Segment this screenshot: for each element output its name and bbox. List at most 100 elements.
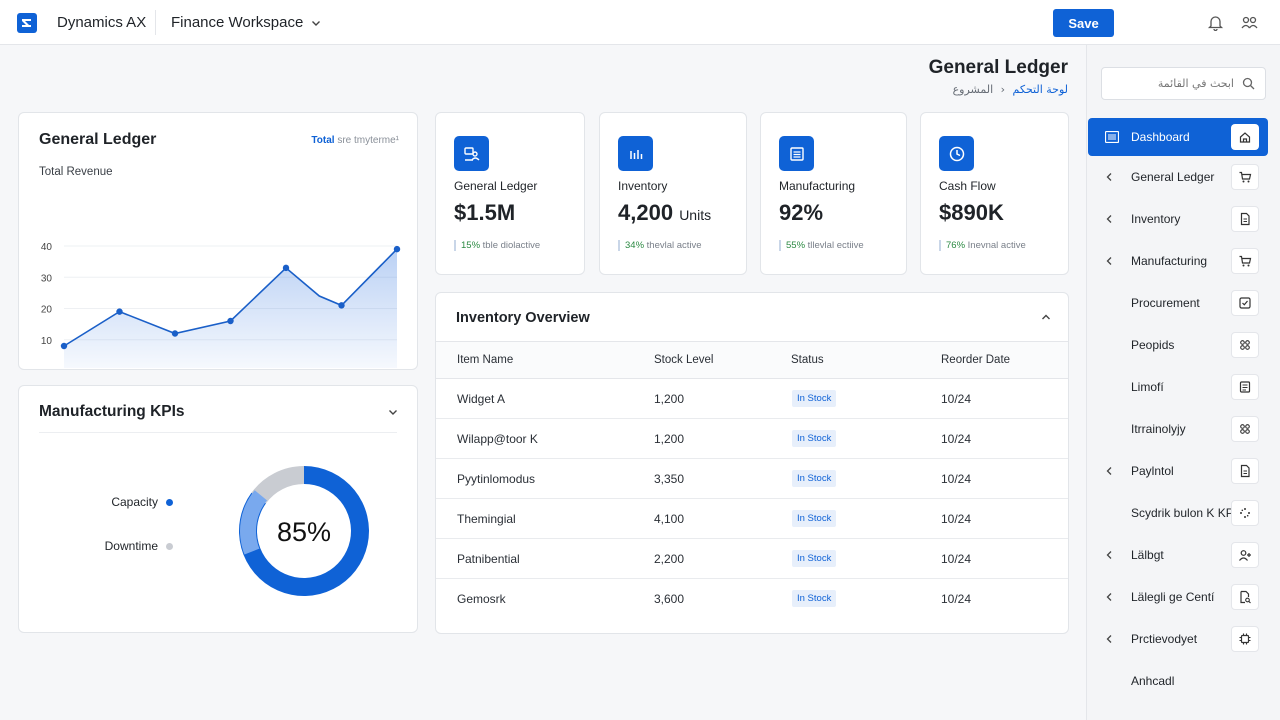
sidebar-item-manufacturing[interactable]: Manufacturing [1087, 242, 1280, 280]
sidebar-item-procurement[interactable]: Procurement [1087, 284, 1280, 322]
cart-icon [1231, 248, 1259, 274]
kpi-trend-text: tllevlal ectiive [807, 240, 864, 251]
sidebar-item-l-legli-ge-cent[interactable]: Lälegli ge Centí [1087, 578, 1280, 616]
document-icon [1231, 458, 1259, 484]
list-icon [1231, 374, 1259, 400]
chevron-up-icon[interactable] [1040, 311, 1052, 323]
kpi-trend: 34% thevlal active [618, 240, 702, 251]
sidebar-item-label: Peopids [1131, 338, 1175, 352]
sidebar-item-limof[interactable]: Limofí [1087, 368, 1280, 406]
status-badge: In Stock [792, 510, 837, 527]
column-header-status[interactable]: Status [791, 341, 941, 379]
home-icon [1231, 124, 1259, 150]
cell-stock-level: 4,100 [654, 498, 791, 539]
area-fill [64, 249, 397, 368]
data-point [116, 308, 123, 315]
search-input[interactable] [1124, 77, 1234, 90]
sidebar-item-general-ledger[interactable]: General Ledger [1087, 158, 1280, 196]
kpi-label: General Ledger [454, 179, 538, 193]
legend-item-capacity: Capacity [23, 495, 173, 509]
kpi-card-manufacturing[interactable]: Manufacturing 92% 55% tllevlal ectiive [760, 112, 907, 275]
chevron-down-icon[interactable] [387, 406, 399, 418]
chevron-left-icon[interactable] [1105, 466, 1113, 476]
cell-status: In Stock [791, 579, 941, 619]
bell-icon[interactable] [1207, 14, 1224, 31]
sidebar-item-scydrik-bulon-k-kpis[interactable]: Scydrik bulon K KPIs [1087, 494, 1280, 532]
sidebar-item-itrrainolyjy[interactable]: Itrrainolyjy [1087, 410, 1280, 448]
sidebar-item-anhcadl[interactable]: Anhcadl [1087, 662, 1280, 700]
chevron-left-icon[interactable] [1105, 592, 1113, 602]
table-row[interactable]: Themingial 4,100 In Stock 10/24 [436, 498, 1068, 539]
cell-status: In Stock [791, 418, 941, 459]
breadcrumb-current[interactable]: لوحة التحكم [1012, 83, 1068, 96]
menu-icon [1105, 131, 1119, 143]
switch-user-icon[interactable] [1241, 14, 1258, 31]
cell-status: In Stock [791, 458, 941, 499]
cell-item-name: Patnibential [436, 538, 654, 579]
kpi-trend: 15% tble diolactive [454, 240, 540, 251]
kpi-value: 4,200 Units [618, 200, 712, 225]
chevron-left-icon[interactable] [1105, 172, 1113, 182]
clock-icon [939, 136, 974, 171]
workspace-selector[interactable]: Finance Workspace [171, 14, 321, 31]
search-icon [1242, 77, 1255, 90]
table-row[interactable]: Patnibential 2,200 In Stock 10/24 [436, 538, 1068, 579]
ledger-icon [454, 136, 489, 171]
sidebar-item-dashboard[interactable]: Dashboard [1088, 118, 1268, 156]
cell-reorder-date: 10/24 [941, 458, 1068, 499]
cell-stock-level: 3,350 [654, 458, 791, 499]
checkbox-icon [1231, 290, 1259, 316]
kpi-card-inventory[interactable]: Inventory 4,200 Units 34% thevlal active [599, 112, 747, 275]
kpi-trend: 76% Inevnal active [939, 240, 1026, 251]
sidebar-item-inventory[interactable]: Inventory [1087, 200, 1280, 238]
legend-dot-icon [166, 498, 173, 506]
chart-tag-bold: Total [311, 135, 335, 146]
kpi-label: Inventory [618, 179, 668, 193]
document-icon [1231, 206, 1259, 232]
kpi-unit: Units [679, 207, 712, 223]
table-row[interactable]: Wilapp@toor K 1,200 In Stock 10/24 [436, 418, 1068, 459]
sidebar-item-label: Dashboard [1131, 130, 1190, 144]
sidebar-item-l-lbgt[interactable]: Lälbgt [1087, 536, 1280, 574]
workspace-label: Finance Workspace [171, 14, 304, 31]
chevron-left-icon[interactable] [1105, 256, 1113, 266]
chevron-left-icon[interactable] [1105, 634, 1113, 644]
kpi-value: $890K [939, 200, 1004, 225]
column-header-reorder-date[interactable]: Reorder Date [941, 341, 1068, 379]
table-row[interactable]: Widget A 1,200 In Stock 10/24 [436, 378, 1068, 419]
sidebar-item-label: Scydrik bulon K KPIs [1131, 506, 1244, 520]
y-tick-label: 20 [41, 305, 53, 316]
cell-stock-level: 1,200 [654, 418, 791, 459]
cell-reorder-date: 10/24 [941, 378, 1068, 419]
sidebar-search[interactable] [1101, 67, 1266, 100]
kpi-trend-pct: 34% [625, 240, 645, 251]
save-button[interactable]: Save [1053, 9, 1114, 37]
breadcrumb-parent[interactable]: المشروع [952, 83, 994, 96]
table-row[interactable]: Gemosrk 3,600 In Stock 10/24 [436, 579, 1068, 619]
cell-reorder-date: 10/24 [941, 498, 1068, 539]
sidebar-item-peopids[interactable]: Peopids [1087, 326, 1280, 364]
table-row[interactable]: Pyytinlomodus 3,350 In Stock 10/24 [436, 458, 1068, 499]
kpi-card-cash-flow[interactable]: Cash Flow $890K 76% Inevnal active [920, 112, 1069, 275]
donut-center-value: 85% [277, 517, 331, 547]
series-line [63, 248, 398, 347]
legend-dot-icon [166, 542, 173, 550]
sidebar-item-prctievodyet[interactable]: Prctievodyet [1087, 620, 1280, 658]
bar-chart-icon [618, 136, 653, 171]
chevron-left-icon[interactable] [1105, 214, 1113, 224]
sidebar-item-paylntol[interactable]: Paylntol [1087, 452, 1280, 490]
cell-stock-level: 2,200 [654, 538, 791, 579]
file-search-icon [1231, 584, 1259, 610]
kpi-card-general-ledger[interactable]: General Ledger $1.5M 15% tble diolactive [435, 112, 585, 275]
kpi-label: Cash Flow [939, 179, 996, 193]
kpi-value: 92% [779, 200, 824, 225]
chevron-left-icon[interactable] [1105, 550, 1113, 560]
cell-item-name: Pyytinlomodus [436, 458, 654, 499]
column-header-stock-level[interactable]: Stock Level [654, 341, 791, 379]
column-header-item-name[interactable]: Item Name [436, 341, 654, 379]
dynamics-logo-icon[interactable] [17, 13, 37, 33]
breadcrumb: لوحة التحكم ‹ المشروع [880, 83, 1068, 96]
sidebar-item-label: Paylntol [1131, 464, 1174, 478]
cell-status: In Stock [791, 378, 941, 419]
sidebar-item-label: Procurement [1131, 296, 1200, 310]
